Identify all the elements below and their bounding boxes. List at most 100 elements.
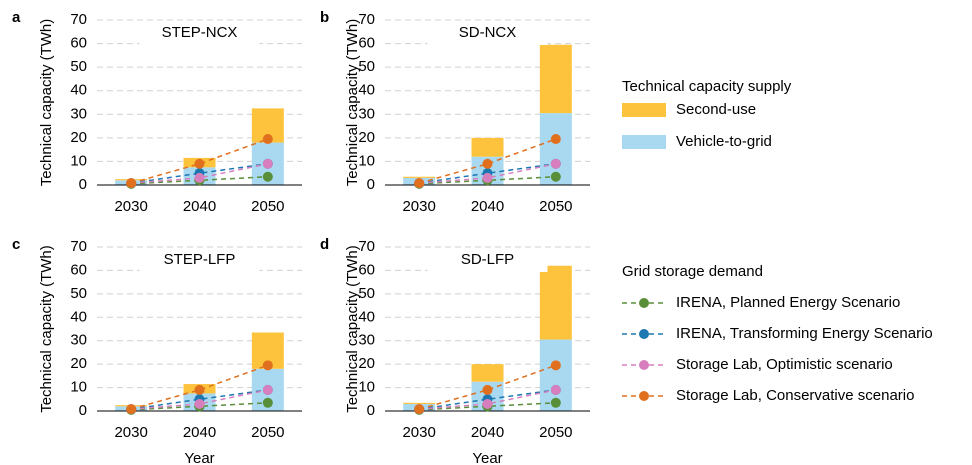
y-tick-label: 20 bbox=[70, 129, 87, 146]
y-tick-label: 50 bbox=[70, 58, 87, 75]
legend-swatch bbox=[622, 103, 666, 117]
y-tick-label: 40 bbox=[358, 308, 375, 325]
bar bbox=[471, 137, 504, 157]
x-tick-label: 2030 bbox=[114, 198, 147, 215]
x-tick-label: 2030 bbox=[114, 424, 147, 441]
y-tick-label: 40 bbox=[358, 82, 375, 99]
y-axis-label: Technical capacity (TWh) bbox=[344, 245, 361, 413]
point bbox=[126, 404, 137, 415]
legend-marker bbox=[639, 391, 649, 401]
x-tick-label: 2050 bbox=[539, 424, 572, 441]
point bbox=[482, 158, 493, 169]
line-series bbox=[419, 163, 556, 184]
legend-title: Technical capacity supply bbox=[622, 78, 792, 95]
panel-label: b bbox=[320, 9, 329, 26]
line-series bbox=[131, 163, 268, 184]
legend-swatch bbox=[622, 135, 666, 149]
point bbox=[550, 158, 561, 169]
line-series bbox=[131, 402, 268, 411]
y-tick-label: 40 bbox=[70, 308, 87, 325]
y-tick-label: 40 bbox=[70, 82, 87, 99]
point bbox=[482, 398, 493, 409]
y-tick-label: 30 bbox=[358, 105, 375, 122]
point bbox=[414, 404, 425, 415]
point bbox=[262, 397, 273, 408]
panel-title: SD-NCX bbox=[459, 24, 517, 41]
legend-title: Grid storage demand bbox=[622, 263, 763, 280]
panel-label: d bbox=[320, 236, 329, 253]
x-tick-label: 2040 bbox=[183, 424, 216, 441]
panel-label: c bbox=[12, 236, 20, 253]
y-tick-label: 30 bbox=[70, 105, 87, 122]
y-tick-label: 0 bbox=[367, 402, 375, 419]
y-tick-label: 0 bbox=[79, 402, 87, 419]
point bbox=[482, 172, 493, 183]
point bbox=[550, 134, 561, 145]
line-series bbox=[419, 402, 556, 411]
y-tick-label: 70 bbox=[70, 238, 87, 255]
y-tick-label: 50 bbox=[358, 285, 375, 302]
point bbox=[550, 171, 561, 182]
x-tick-label: 2040 bbox=[183, 198, 216, 215]
point bbox=[550, 360, 561, 371]
line-series bbox=[418, 364, 557, 410]
x-tick-label: 2050 bbox=[539, 198, 572, 215]
y-tick-label: 20 bbox=[70, 355, 87, 372]
point bbox=[194, 384, 205, 395]
y-axis-label: Technical capacity (TWh) bbox=[344, 19, 361, 187]
x-axis-label: Year bbox=[472, 450, 502, 465]
y-tick-label: 50 bbox=[358, 58, 375, 75]
point bbox=[194, 158, 205, 169]
x-tick-label: 2040 bbox=[471, 198, 504, 215]
legend-label: Vehicle-to-grid bbox=[676, 133, 772, 150]
y-tick-label: 60 bbox=[358, 35, 375, 52]
y-tick-label: 10 bbox=[70, 379, 87, 396]
legend-marker bbox=[639, 298, 649, 308]
y-tick-label: 30 bbox=[358, 332, 375, 349]
y-tick-label: 10 bbox=[70, 152, 87, 169]
line-series bbox=[131, 389, 268, 410]
line-series bbox=[418, 138, 557, 184]
y-tick-label: 20 bbox=[358, 129, 375, 146]
panel-title: STEP-LFP bbox=[164, 251, 236, 268]
panel-title: STEP-NCX bbox=[162, 24, 238, 41]
legend-label: Second-use bbox=[676, 101, 756, 118]
bar bbox=[471, 364, 504, 382]
y-tick-label: 20 bbox=[358, 355, 375, 372]
point bbox=[126, 178, 137, 189]
point bbox=[262, 384, 273, 395]
panel-label: a bbox=[12, 9, 21, 26]
x-tick-label: 2050 bbox=[251, 424, 284, 441]
bar bbox=[403, 402, 436, 404]
y-tick-label: 10 bbox=[358, 379, 375, 396]
y-tick-label: 30 bbox=[70, 332, 87, 349]
y-tick-label: 50 bbox=[70, 285, 87, 302]
point bbox=[194, 172, 205, 183]
y-tick-label: 0 bbox=[367, 176, 375, 193]
point bbox=[194, 398, 205, 409]
x-tick-label: 2030 bbox=[402, 198, 435, 215]
line-series bbox=[130, 364, 269, 410]
y-tick-label: 60 bbox=[70, 261, 87, 278]
y-tick-label: 0 bbox=[79, 176, 87, 193]
y-tick-label: 10 bbox=[358, 152, 375, 169]
y-axis-label: Technical capacity (TWh) bbox=[38, 19, 55, 187]
y-tick-label: 70 bbox=[358, 11, 375, 28]
title-bg bbox=[427, 248, 548, 272]
x-tick-label: 2050 bbox=[251, 198, 284, 215]
y-axis-label: Technical capacity (TWh) bbox=[38, 245, 55, 413]
line-series bbox=[419, 389, 556, 410]
legend-label: IRENA, Transforming Energy Scenario bbox=[676, 325, 933, 342]
x-tick-label: 2030 bbox=[402, 424, 435, 441]
title-bg bbox=[427, 21, 548, 45]
point bbox=[262, 134, 273, 145]
bar bbox=[539, 265, 572, 340]
y-tick-label: 70 bbox=[70, 11, 87, 28]
x-axis-label: Year bbox=[184, 450, 214, 465]
panel-title: SD-LFP bbox=[461, 251, 514, 268]
y-tick-label: 70 bbox=[358, 238, 375, 255]
line-series bbox=[131, 176, 268, 185]
legend-marker bbox=[639, 329, 649, 339]
x-tick-label: 2040 bbox=[471, 424, 504, 441]
point bbox=[550, 384, 561, 395]
